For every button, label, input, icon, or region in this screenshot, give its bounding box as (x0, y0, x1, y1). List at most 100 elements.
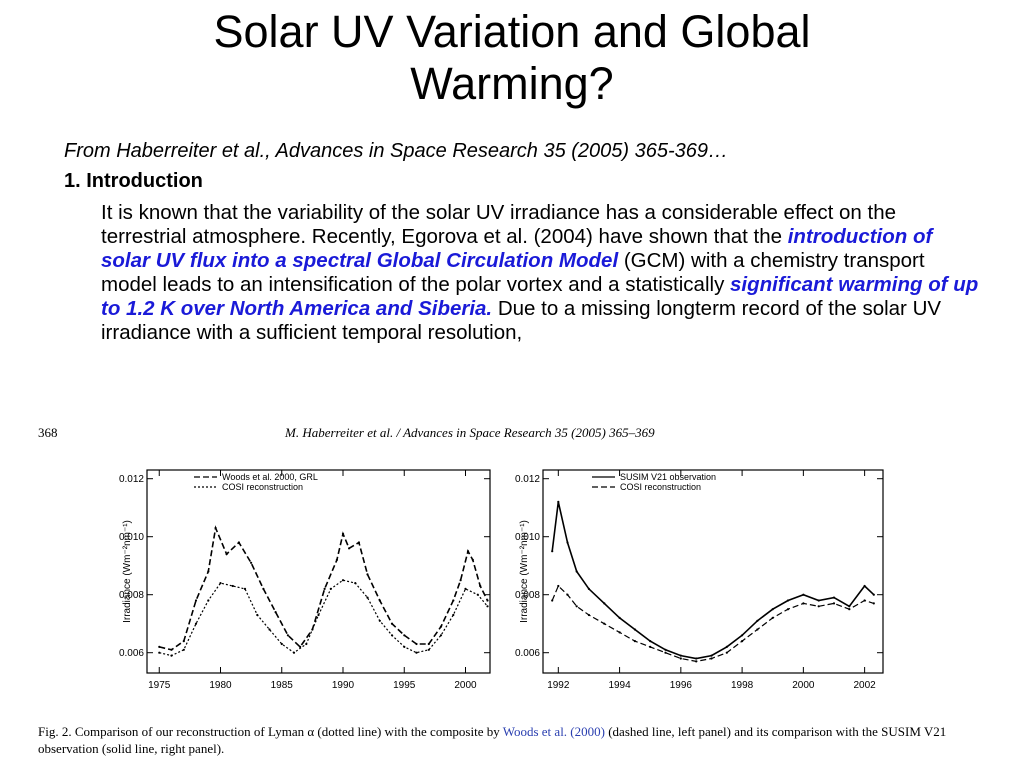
data-point (390, 634, 394, 637)
data-point (479, 584, 482, 588)
data-point (305, 642, 308, 646)
y-tick-label: 0.006 (119, 648, 144, 659)
data-point (587, 587, 591, 591)
legend-label: COSI reconstruction (620, 482, 701, 492)
caption-link-woods[interactable]: Woods et al. (2000) (502, 724, 605, 739)
data-point (649, 645, 652, 649)
data-point (286, 634, 289, 637)
data-point (427, 642, 430, 646)
page-number: 368 (38, 425, 58, 440)
data-point (194, 599, 198, 602)
data-point (575, 605, 578, 608)
x-tick-label: 1992 (547, 680, 570, 691)
x-tick-label: 1996 (670, 680, 693, 691)
y-axis-label: Irradiance (Wm⁻²nm⁻¹) (519, 520, 530, 623)
paragraph-text-1: It is known that the variability of the … (101, 201, 897, 248)
data-point (664, 651, 667, 654)
slide-title-line-2: Warming? (410, 58, 614, 109)
plot-frame (146, 469, 491, 674)
data-point (390, 622, 394, 625)
data-point (439, 625, 443, 628)
data-point (725, 651, 728, 654)
data-point (863, 584, 866, 588)
caption-text-1: Fig. 2. Comparison of our reconstruction… (38, 724, 503, 739)
data-point (323, 587, 326, 591)
highlight-warming: significant warming of up to 1.2 K over … (101, 273, 979, 320)
slide-title-line-1: Solar UV Variation and Global (213, 6, 811, 57)
data-point (415, 642, 418, 646)
x-tick-label: 1995 (393, 680, 416, 691)
data-point (476, 593, 479, 596)
data-point (366, 573, 369, 576)
data-point (832, 602, 836, 605)
source-citation: From Haberreiter et al., Advances in Spa… (64, 140, 729, 162)
data-point (633, 628, 637, 631)
data-point (335, 558, 338, 562)
data-point (786, 608, 790, 611)
y-tick-label: 0.010 (119, 532, 144, 543)
data-point (329, 587, 332, 591)
data-point (741, 634, 744, 637)
data-point (817, 599, 820, 602)
x-tick-label: 2000 (792, 680, 815, 691)
data-point (832, 596, 836, 599)
data-point (756, 628, 759, 631)
data-point (439, 634, 443, 637)
data-point (872, 602, 875, 605)
y-tick-label: 0.012 (515, 474, 540, 485)
data-point (633, 640, 637, 643)
section-heading: 1. Introduction (64, 170, 203, 192)
data-point (292, 651, 296, 654)
data-point (427, 648, 430, 651)
data-point (557, 500, 560, 503)
x-tick-label: 2002 (853, 680, 876, 691)
data-point (237, 541, 240, 544)
data-point (587, 613, 591, 617)
plot-frame (542, 469, 884, 674)
highlight-gcm: introduction of solar UV flux into a spe… (101, 225, 933, 272)
data-point (649, 640, 652, 643)
x-tick-label: 1980 (209, 680, 232, 691)
data-point (741, 640, 744, 643)
data-point (695, 657, 698, 660)
data-point (802, 593, 805, 596)
data-point (415, 651, 418, 654)
data-point (207, 570, 210, 573)
data-point (603, 622, 606, 625)
data-point (710, 654, 713, 657)
legend-label: COSI reconstruction (222, 482, 303, 492)
data-point (452, 613, 455, 617)
chart-left-woods-comparison: 0.006 0.008 0.010 0.012 1975 1980 1985 1990 1995… (119, 469, 491, 691)
data-point (464, 587, 467, 591)
series-line-1 (551, 501, 875, 660)
data-point (459, 579, 462, 582)
y-tick-label: 0.008 (119, 590, 144, 601)
y-tick-label: 0.010 (515, 532, 540, 543)
data-point (378, 619, 381, 622)
data-point (250, 561, 253, 564)
data-point (280, 642, 283, 646)
y-tick-label: 0.006 (515, 648, 540, 659)
data-point (786, 599, 790, 602)
data-point (557, 584, 560, 588)
data-point (551, 550, 554, 553)
data-point (341, 579, 345, 582)
data-point (158, 645, 161, 649)
data-point (471, 558, 474, 562)
data-point (403, 634, 406, 637)
y-axis-label: Irradiance (Wm⁻²nm⁻¹) (122, 520, 133, 623)
data-point (256, 613, 259, 617)
x-tick-label: 1975 (148, 680, 171, 691)
data-point (551, 599, 554, 602)
data-point (452, 599, 455, 602)
series-line-2 (159, 579, 488, 657)
data-point (466, 550, 470, 553)
data-point (863, 599, 866, 602)
caption-text-2: (dashed line, left panel) and its compar… (38, 724, 947, 756)
legend-label: SUSIM V21 observation (620, 472, 716, 482)
legend-label: Woods et al. 2000, GRL (222, 472, 318, 482)
series-line-2 (551, 584, 874, 663)
data-point (225, 553, 228, 556)
data-point (194, 622, 198, 625)
data-point (357, 541, 360, 544)
